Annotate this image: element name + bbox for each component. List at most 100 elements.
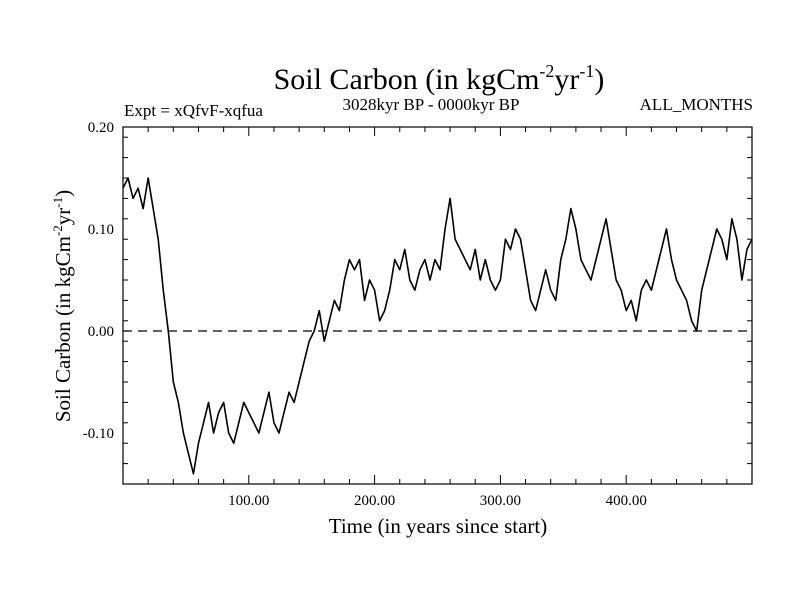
data-point <box>228 432 229 433</box>
data-point <box>746 249 747 250</box>
ticks-group <box>123 127 752 484</box>
data-point <box>666 228 667 229</box>
data-point <box>550 290 551 291</box>
data-point <box>218 412 219 413</box>
data-point <box>288 392 289 393</box>
data-point <box>137 188 138 189</box>
data-point <box>530 300 531 301</box>
data-point <box>158 239 159 240</box>
data-point <box>258 432 259 433</box>
data-point <box>711 249 712 250</box>
data-point <box>309 341 310 342</box>
data-point <box>163 290 164 291</box>
x-tick-label: 300.00 <box>480 493 521 509</box>
data-point <box>726 259 727 260</box>
y-tick-label: -0.10 <box>83 426 114 442</box>
data-point <box>213 432 214 433</box>
data-point <box>590 279 591 280</box>
data-point <box>359 259 360 260</box>
data-point <box>273 422 274 423</box>
data-point <box>178 402 179 403</box>
data-point <box>248 412 249 413</box>
data-point <box>475 249 476 250</box>
data-point <box>424 259 425 260</box>
x-axis-label: Time (in years since start) <box>329 514 548 538</box>
data-point <box>611 249 612 250</box>
data-point <box>515 228 516 229</box>
data-point <box>636 320 637 321</box>
data-point <box>605 218 606 219</box>
data-point <box>148 177 149 178</box>
data-point <box>369 279 370 280</box>
data-point <box>616 279 617 280</box>
data-point <box>278 432 279 433</box>
data-point <box>525 269 526 270</box>
data-point <box>394 259 395 260</box>
data-point <box>354 269 355 270</box>
data-point <box>253 422 254 423</box>
data-point <box>560 259 561 260</box>
data-point <box>470 269 471 270</box>
data-point <box>268 392 269 393</box>
x-tick-label: 100.00 <box>228 493 269 509</box>
data-point <box>419 269 420 270</box>
data-point <box>676 279 677 280</box>
data-point <box>263 412 264 413</box>
data-point <box>243 402 244 403</box>
data-point <box>143 208 144 209</box>
data-point <box>283 412 284 413</box>
data-point <box>681 290 682 291</box>
data-point <box>188 453 189 454</box>
data-point <box>223 402 224 403</box>
y-tick-label: 0.20 <box>88 120 114 136</box>
data-point <box>731 218 732 219</box>
data-point <box>384 310 385 311</box>
data-point <box>535 310 536 311</box>
data-point <box>409 279 410 280</box>
data-point <box>460 249 461 250</box>
data-point <box>299 381 300 382</box>
data-point <box>364 300 365 301</box>
data-point <box>465 259 466 260</box>
data-point <box>203 422 204 423</box>
data-point <box>585 269 586 270</box>
data-point <box>173 381 174 382</box>
data-point <box>540 290 541 291</box>
data-point <box>293 402 294 403</box>
data-point <box>736 239 737 240</box>
data-point <box>646 279 647 280</box>
tick-labels-group: 100.00 200.00 300.00 400.00 -0.10 0.00 0.10 0.2… <box>83 120 647 509</box>
data-point <box>455 239 456 240</box>
data-point <box>449 198 450 199</box>
data-point <box>208 402 209 403</box>
data-point <box>721 239 722 240</box>
y-tick-label: 0.00 <box>88 324 114 340</box>
data-point <box>696 330 697 331</box>
axes-group <box>122 126 753 485</box>
x-tick-label: 200.00 <box>354 493 395 509</box>
data-point <box>414 290 415 291</box>
data-point <box>444 228 445 229</box>
data-point <box>339 310 340 311</box>
data-point <box>439 269 440 270</box>
data-point <box>324 341 325 342</box>
series-line-0 <box>122 177 753 475</box>
x-tick-label: 400.00 <box>606 493 647 509</box>
data-point <box>319 310 320 311</box>
subtitle-period: 3028kyr BP - 0000kyr BP <box>343 95 520 114</box>
data-point <box>314 330 315 331</box>
data-point <box>505 239 506 240</box>
data-point <box>510 249 511 250</box>
data-point <box>691 320 692 321</box>
data-point <box>656 269 657 270</box>
data-point <box>485 259 486 260</box>
data-point <box>555 300 556 301</box>
data-point <box>500 279 501 280</box>
data-point <box>329 320 330 321</box>
data-point <box>741 279 742 280</box>
data-point <box>671 259 672 260</box>
data-point <box>686 300 687 301</box>
data-point <box>404 249 405 250</box>
data-point <box>168 330 169 331</box>
